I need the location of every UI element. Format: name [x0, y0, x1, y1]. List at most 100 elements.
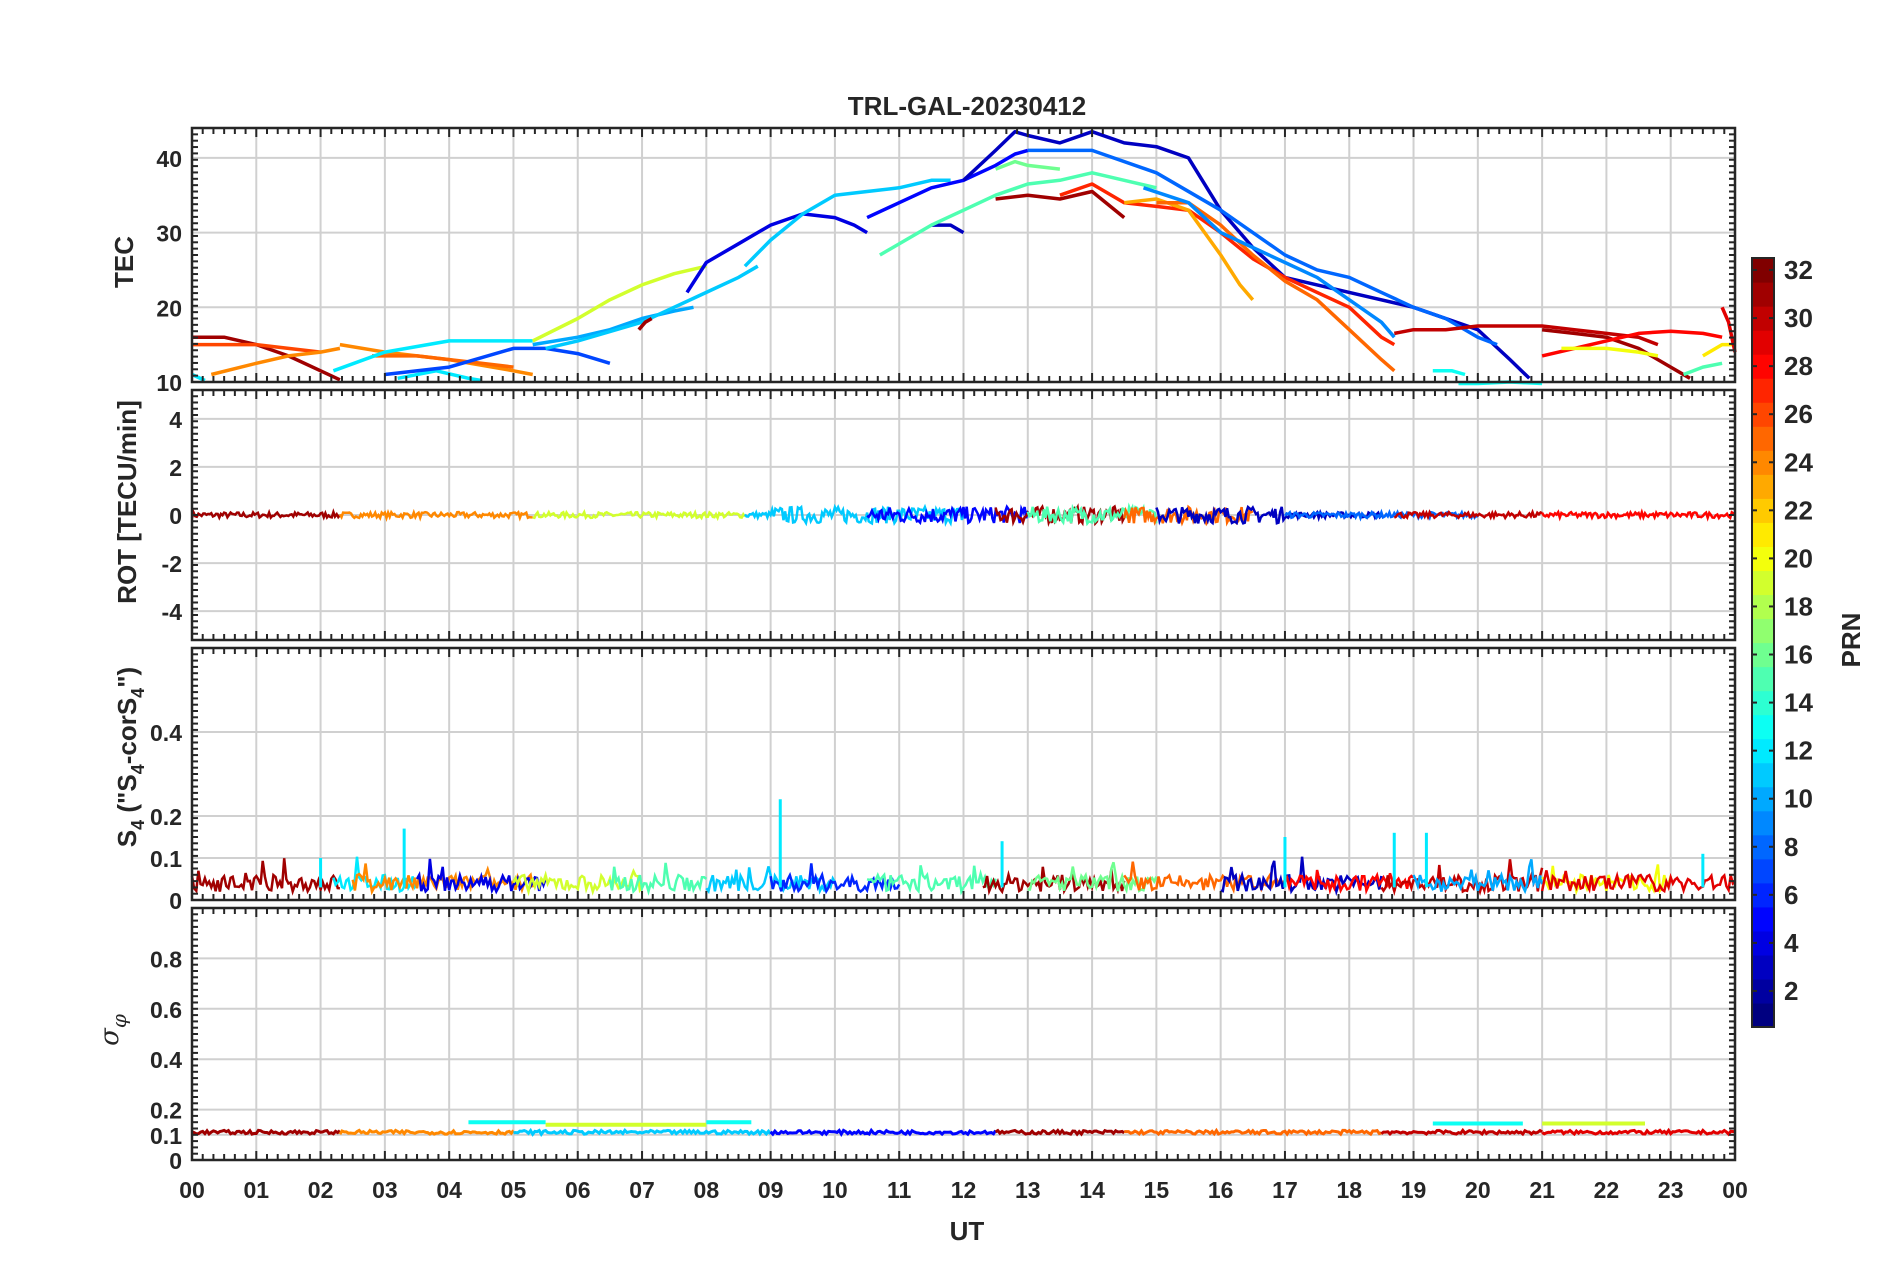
s4-label-open: ("S	[112, 774, 142, 820]
tec-series-prn-15	[879, 171, 1157, 257]
panels: 10203040-4-202400.10.20.400.10.20.40.60.…	[150, 126, 1737, 1174]
colorbar-swatch	[1752, 546, 1774, 572]
colorbar-tick-label: 24	[1784, 447, 1813, 477]
colorbar-tick-label: 30	[1784, 303, 1813, 333]
tec-series-prn-31	[637, 316, 653, 331]
y-tick-label: 10	[156, 370, 182, 396]
colorbar-swatch	[1752, 786, 1774, 812]
colorbar-swatch	[1752, 858, 1774, 884]
x-tick-label: 21	[1529, 1177, 1555, 1203]
s4-series-prn-31	[190, 858, 340, 896]
x-tick-label: 08	[694, 1177, 720, 1203]
colorbar-tick-label: 10	[1784, 784, 1813, 814]
colorbar-swatch	[1752, 498, 1774, 523]
colorbar-tick-label: 26	[1784, 399, 1813, 429]
s4-series-prn-16	[1027, 861, 1158, 895]
colorbar-swatch	[1752, 594, 1774, 620]
y-tick-label: 0.2	[150, 804, 182, 830]
chart-title: TRL-GAL-20230412	[848, 91, 1086, 121]
tec-series-prn-8	[1027, 148, 1498, 347]
tec-series-prn-7	[384, 346, 611, 377]
tec-series-prn-27	[1059, 182, 1396, 347]
sigma-series-prn-5	[769, 1127, 997, 1138]
tec-series-prn-23	[1124, 197, 1255, 301]
x-tick-label: 22	[1594, 1177, 1620, 1203]
colorbar-swatch	[1752, 258, 1774, 283]
y-tick-label: 2	[169, 455, 182, 481]
tec-series-prn-25	[1156, 200, 1396, 373]
y-tick-label: 20	[156, 295, 182, 321]
tec-series-prn-4	[685, 212, 868, 294]
y-tick-label: -2	[162, 551, 182, 577]
y-tick-label: 40	[156, 146, 182, 172]
x-tick-label: 11	[887, 1177, 912, 1203]
s4-series-prn-28	[1283, 869, 1415, 896]
x-tick-label: 23	[1658, 1177, 1684, 1203]
panel-rot: -4 -2 0 2 4	[162, 388, 1737, 642]
colorbar-label: PRN	[1836, 613, 1866, 668]
x-tick-label: 20	[1465, 1177, 1491, 1203]
x-tick-labels: 00 01 02 03 04 05 06 07 08 09 10 11 12 13 14 15 16 17 18 19…	[179, 1177, 1748, 1203]
sigma-main: σ	[95, 1027, 125, 1046]
x-tick-label: 07	[629, 1177, 655, 1203]
x-tick-label: 15	[1144, 1177, 1170, 1203]
colorbar-tick-label: 12	[1784, 736, 1813, 766]
colorbar-swatch	[1752, 306, 1774, 331]
s4-series-prn-10	[1412, 859, 1544, 895]
colorbar-swatch	[1752, 1002, 1774, 1028]
y-tick-label: 0.4	[150, 1047, 182, 1073]
x-tick-label: 12	[951, 1177, 977, 1203]
colorbar-tick-label: 28	[1784, 351, 1813, 381]
x-tick-label: 03	[372, 1177, 398, 1203]
tec-series-prn-26	[192, 342, 321, 354]
colorbar-swatch	[1752, 762, 1774, 788]
y-tick-label: 0.2	[150, 1098, 182, 1124]
colorbar-swatch	[1752, 642, 1774, 668]
colorbar-swatch	[1752, 882, 1774, 908]
tec-series-prn-19	[531, 264, 707, 343]
colorbar-swatch	[1752, 810, 1774, 836]
data-rot	[190, 502, 1736, 528]
y-tick-label: 0	[169, 888, 182, 914]
y-tick-label: -4	[162, 599, 183, 625]
x-tick-label: 02	[308, 1177, 334, 1203]
s4-series-prn-31	[982, 866, 1126, 896]
rot-series-prn-31	[190, 508, 341, 521]
y-tick-label: 0	[169, 503, 182, 529]
colorbar-swatch	[1752, 954, 1774, 980]
tec-series-prn-11	[545, 264, 759, 351]
x-tick-label: 10	[822, 1177, 848, 1203]
s4-series-prn-12	[332, 856, 419, 894]
x-tick-label: 04	[436, 1177, 462, 1203]
data-sigma_phi	[191, 1120, 1736, 1138]
s4-y-label: S4 ("S4-corS4")	[112, 667, 148, 847]
panel-tec: 10 20 30 40	[156, 126, 1737, 396]
x-tick-label: 06	[565, 1177, 591, 1203]
tec-series-prn-13	[1432, 369, 1466, 377]
tec-series-prn-3	[931, 223, 965, 235]
rot-series-prn-5	[866, 504, 1030, 526]
x-tick-label: 01	[243, 1177, 269, 1203]
tec-series-prn-30	[1393, 324, 1659, 347]
rot-series-prn-19	[532, 508, 746, 522]
tec-series-prn-15	[1682, 361, 1723, 377]
y-tick-label: 4	[169, 407, 182, 433]
rot-series-prn-30	[1393, 508, 1543, 521]
colorbar-tick-label: 32	[1784, 255, 1813, 285]
rot-series-prn-28	[1541, 508, 1736, 522]
sigma-series-prn-24	[338, 1128, 515, 1137]
s4-series-prn-4	[415, 858, 547, 895]
s4-label-main: S	[112, 830, 142, 847]
tec-series-prn-20	[1561, 346, 1659, 358]
y-tick-label: 0	[169, 1148, 182, 1174]
tec-series-prn-12	[397, 369, 482, 383]
x-tick-label: 05	[501, 1177, 527, 1203]
colorbar-frame	[1751, 257, 1775, 1028]
y-tick-label: 0.8	[150, 946, 182, 972]
rot-series-prn-24	[338, 508, 533, 523]
colorbar-swatch	[1752, 282, 1774, 307]
y-tick-label: 0.4	[150, 720, 182, 746]
colorbar-swatch	[1752, 666, 1774, 692]
colorbar-swatch	[1752, 618, 1774, 644]
